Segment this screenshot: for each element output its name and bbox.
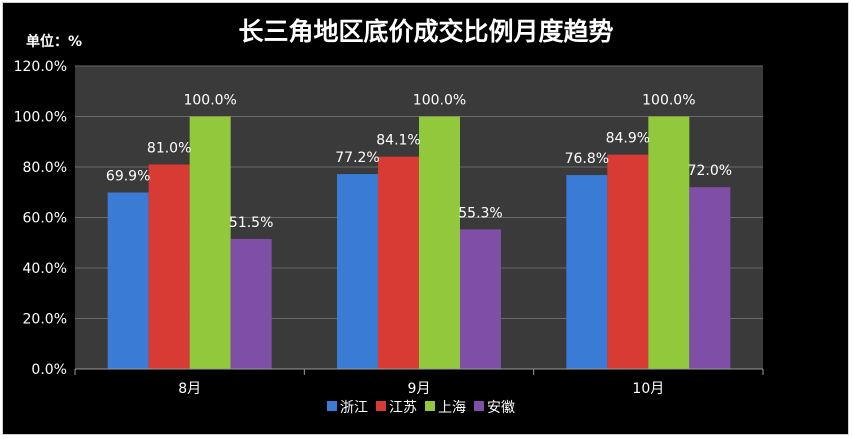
- data-labels: 69.9% 77.2% 76.8% 81.0% 84.1% 84.9% 100.0% 100.…: [106, 93, 732, 231]
- bar: [566, 175, 608, 369]
- legend-swatch: [474, 401, 484, 411]
- data-label: 77.2%: [335, 150, 379, 166]
- data-label: 100.0%: [413, 93, 466, 109]
- bar: [419, 116, 460, 369]
- y-tick-label: 120.0%: [14, 59, 67, 75]
- y-tick-label: 80.0%: [23, 160, 67, 176]
- bar: [378, 156, 419, 369]
- legend-label: 江苏: [389, 400, 417, 416]
- x-axis: 8月 9月 10月: [74, 368, 764, 397]
- bar: [148, 164, 190, 369]
- data-label: 72.0%: [688, 163, 732, 179]
- legend-label: 安徽: [487, 400, 515, 416]
- data-label: 100.0%: [642, 93, 695, 109]
- bar: [189, 116, 231, 369]
- data-label: 84.1%: [376, 133, 420, 149]
- chart-title: 长三角地区底价成交比例月度趋势: [238, 17, 613, 46]
- data-label: 51.5%: [229, 215, 273, 231]
- bar: [648, 116, 690, 369]
- data-label: 84.9%: [606, 131, 650, 147]
- bar: [337, 174, 378, 369]
- x-tick-label: 9月: [408, 381, 431, 397]
- y-tick-label: 40.0%: [23, 261, 67, 277]
- data-label: 81.0%: [147, 140, 191, 156]
- legend-swatch: [327, 401, 337, 411]
- unit-label: 单位：%: [26, 33, 82, 50]
- bars: [107, 116, 731, 369]
- y-tick-label: 60.0%: [23, 211, 67, 227]
- legend-label: 浙江: [340, 400, 368, 416]
- y-tick-label: 20.0%: [23, 312, 67, 328]
- legend-swatch: [376, 401, 386, 411]
- y-tick-label: 100.0%: [14, 110, 67, 126]
- data-label: 100.0%: [183, 93, 236, 109]
- bar: [107, 192, 149, 369]
- data-label: 76.8%: [565, 151, 609, 167]
- legend: 浙江 江苏 上海 安徽: [327, 400, 515, 416]
- x-tick-label: 8月: [178, 381, 201, 397]
- bar: [607, 154, 649, 369]
- y-axis: 0.0% 20.0% 40.0% 60.0% 80.0% 100.0% 120.0%: [14, 59, 67, 378]
- data-label: 69.9%: [106, 169, 150, 185]
- bar: [689, 187, 731, 369]
- legend-label: 上海: [438, 400, 466, 416]
- bar: [460, 229, 501, 369]
- y-tick-label: 0.0%: [31, 362, 67, 378]
- bar: [230, 238, 272, 369]
- data-label: 55.3%: [458, 205, 502, 221]
- legend-swatch: [425, 401, 435, 411]
- x-tick-label: 10月: [632, 381, 664, 397]
